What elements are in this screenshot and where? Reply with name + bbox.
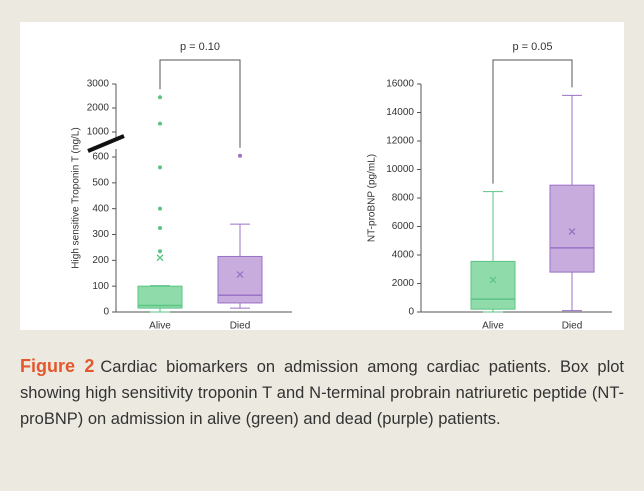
figure-panel (20, 22, 624, 330)
caption: Figure 2 Cardiac biomarkers on admission … (20, 353, 624, 432)
outlier (158, 165, 162, 170)
y-tick-label: 0 (408, 307, 414, 318)
axis-break (87, 134, 125, 153)
figure: 0 100 200 300 400 500 600 1000 2000 3000 High sens… (20, 22, 624, 332)
outlier (238, 153, 242, 158)
y-tick-label: 1000 (87, 127, 110, 138)
outlier (158, 206, 162, 211)
y-tick-label: 500 (92, 177, 109, 188)
x-tick-label: Died (562, 321, 583, 332)
y-axis-label: High sensitive Troponin T (ng/L) (71, 127, 82, 268)
y-tick-label: 10000 (386, 164, 414, 175)
y-tick-label: 16000 (386, 79, 414, 90)
significance-bracket (159, 59, 241, 148)
x-tick-label: Alive (482, 321, 504, 332)
mean-marker (489, 276, 497, 284)
y-tick-label: 400 (92, 203, 109, 214)
p-value: p = 0.10 (180, 41, 220, 53)
p-value: p = 0.05 (512, 41, 552, 53)
y-tick-label: 12000 (386, 136, 414, 147)
mean-marker (236, 271, 244, 279)
outlier (158, 121, 162, 126)
y-tick-label: 0 (103, 307, 109, 318)
outlier (158, 226, 162, 231)
outlier (158, 95, 162, 100)
mean-marker (568, 228, 576, 235)
caption-text: Cardiac biomarkers on admission among ca… (20, 358, 625, 428)
y-tick-label: 8000 (392, 193, 415, 204)
y-tick-label: 2000 (392, 278, 415, 289)
significance-bracket (492, 59, 573, 184)
y-tick-label: 100 (92, 281, 109, 292)
y-tick-label: 4000 (392, 250, 415, 261)
y-axis-label: NT-proBNP (pg/mL) (367, 154, 378, 242)
y-tick-label: 2000 (87, 103, 110, 114)
box (217, 255, 263, 304)
box (470, 260, 516, 310)
y-tick-label: 600 (92, 152, 109, 163)
x-tick-label: Died (230, 321, 251, 332)
mean-marker (156, 254, 164, 262)
x-tick-label: Alive (149, 321, 171, 332)
y-tick-label: 300 (92, 229, 109, 240)
box (137, 285, 183, 309)
y-tick-label: 200 (92, 255, 109, 266)
outlier (158, 249, 162, 254)
box (549, 184, 595, 273)
y-tick-label: 6000 (392, 221, 415, 232)
figure-label: Figure 2 (20, 356, 95, 376)
y-tick-label: 3000 (87, 79, 110, 90)
y-tick-label: 14000 (386, 107, 414, 118)
